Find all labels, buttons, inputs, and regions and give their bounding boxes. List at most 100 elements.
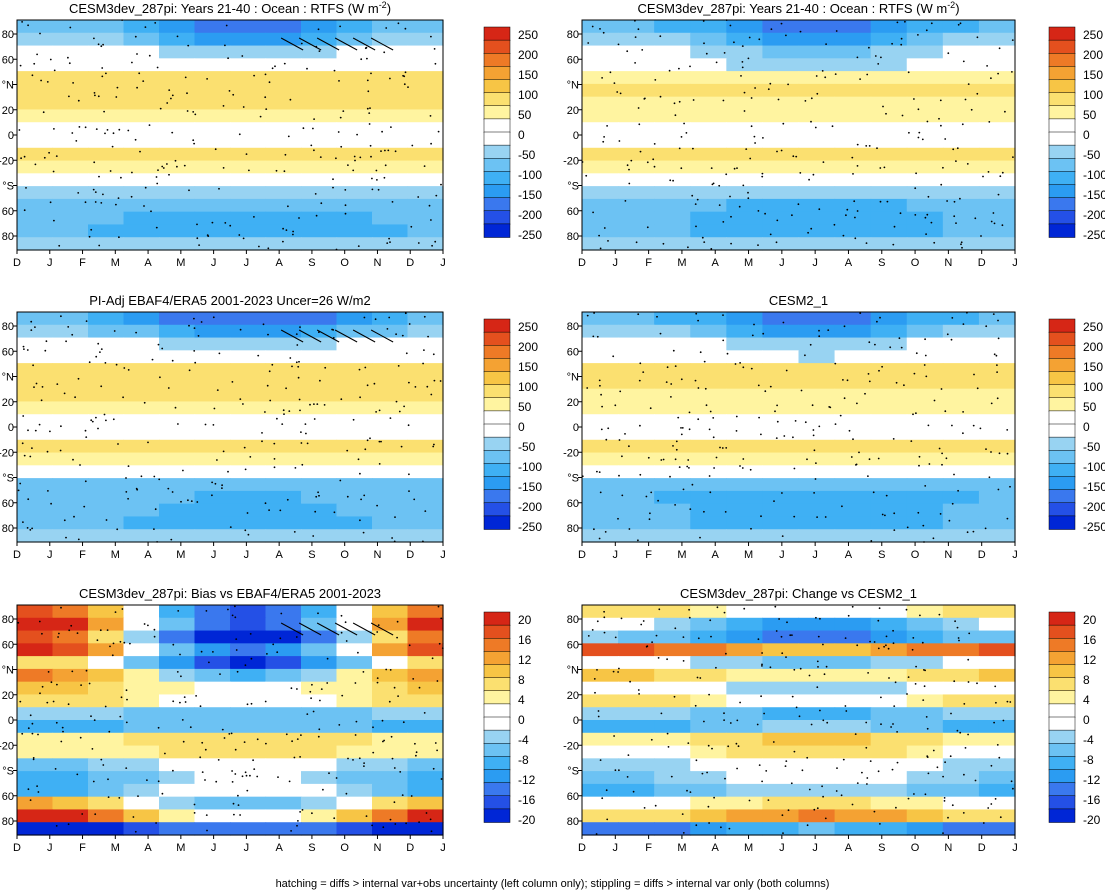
heatmap-cell bbox=[834, 643, 872, 657]
heatmap-cell bbox=[726, 617, 764, 632]
stipple-dot bbox=[626, 50, 629, 53]
stipple-dot bbox=[273, 458, 276, 460]
heatmap-cell bbox=[906, 414, 944, 428]
stipple-dot bbox=[60, 606, 62, 609]
heatmap-cell bbox=[407, 796, 444, 811]
stipple-dot bbox=[332, 329, 335, 331]
stipple-dot bbox=[393, 767, 396, 769]
stipple-dot bbox=[1009, 485, 1011, 488]
y-tick-label: 80 bbox=[2, 523, 14, 535]
stipple-dot bbox=[97, 95, 100, 98]
stipple-dot bbox=[961, 246, 963, 249]
heatmap-cell bbox=[834, 363, 872, 377]
heatmap-cell bbox=[407, 388, 444, 403]
stipple-dot bbox=[708, 822, 710, 824]
heatmap-cell bbox=[906, 147, 944, 162]
heatmap-cell bbox=[762, 83, 800, 98]
heatmap-cell bbox=[52, 337, 89, 351]
heatmap-cell bbox=[618, 122, 655, 136]
stipple-dot bbox=[127, 369, 130, 371]
stipple-dot bbox=[167, 487, 170, 490]
heatmap-cell bbox=[618, 783, 655, 798]
stipple-dot bbox=[97, 342, 100, 345]
stipple-dot bbox=[188, 324, 190, 327]
colorbar-segment bbox=[1048, 756, 1076, 771]
stipple-dot bbox=[741, 45, 744, 47]
stipple-dot bbox=[846, 379, 849, 382]
stipple-dot bbox=[176, 35, 179, 38]
heatmap-cell bbox=[942, 643, 980, 657]
heatmap-cell bbox=[265, 198, 302, 213]
heatmap-cell bbox=[654, 630, 691, 644]
heatmap-cell bbox=[978, 186, 1016, 200]
x-tick-label: J bbox=[47, 549, 53, 561]
heatmap-cell bbox=[690, 58, 727, 72]
stipple-dot bbox=[265, 108, 268, 110]
heatmap-cell bbox=[159, 237, 196, 251]
heatmap-cell bbox=[194, 375, 231, 390]
stipple-dot bbox=[340, 398, 343, 401]
stipple-dot bbox=[951, 424, 953, 427]
colorbar-label: 200 bbox=[1083, 48, 1103, 62]
heatmap-cell bbox=[265, 643, 302, 657]
stipple-dot bbox=[19, 482, 22, 485]
stipple-dot bbox=[760, 433, 762, 436]
stipple-dot bbox=[913, 793, 915, 795]
x-tick-label: M bbox=[677, 549, 686, 561]
stipple-dot bbox=[23, 155, 26, 158]
stipple-dot bbox=[134, 138, 137, 141]
stipple-dot bbox=[283, 413, 285, 415]
stipple-dot bbox=[339, 116, 342, 119]
heatmap-cell bbox=[978, 45, 1016, 59]
heatmap-cell bbox=[159, 198, 196, 213]
stipple-dot bbox=[77, 99, 80, 102]
stipple-dot bbox=[106, 129, 109, 131]
stipple-dot bbox=[667, 746, 670, 748]
heatmap-cell bbox=[88, 186, 125, 200]
heatmap-cell bbox=[582, 58, 619, 72]
colorbar-segment bbox=[483, 371, 511, 386]
x-tick-label: F bbox=[79, 842, 86, 854]
stipple-dot bbox=[199, 705, 202, 708]
stipple-dot bbox=[276, 417, 278, 420]
heatmap-cell bbox=[690, 45, 727, 59]
stipple-dot bbox=[682, 636, 685, 638]
stipple-dot bbox=[719, 446, 721, 449]
stipple-dot bbox=[846, 208, 849, 211]
stipple-dot bbox=[432, 767, 435, 770]
heatmap-cell bbox=[17, 707, 54, 721]
stipple-dot bbox=[429, 115, 432, 117]
stipple-dot bbox=[1002, 719, 1005, 722]
y-tick-label: 80 bbox=[2, 321, 14, 333]
stipple-dot bbox=[44, 349, 47, 352]
heatmap-cell bbox=[798, 478, 836, 492]
y-tick-label: -20 bbox=[563, 155, 579, 167]
y-tick-label: -20 bbox=[0, 155, 14, 167]
colorbar-segment bbox=[1048, 131, 1076, 146]
heatmap-cell bbox=[798, 388, 836, 403]
stipple-dot bbox=[221, 728, 224, 731]
heatmap-cell bbox=[762, 109, 800, 123]
stipple-dot bbox=[922, 524, 925, 527]
stipple-dot bbox=[391, 757, 394, 760]
heatmap-cell bbox=[88, 707, 125, 721]
colorbar-segment bbox=[483, 210, 511, 225]
heatmap-cell bbox=[906, 71, 944, 85]
heatmap-cell bbox=[942, 809, 980, 823]
heatmap-cell bbox=[301, 173, 338, 187]
heatmap-cell bbox=[336, 135, 373, 149]
stipple-dot bbox=[587, 635, 590, 637]
heatmap-cell bbox=[301, 414, 338, 428]
stipple-dot bbox=[318, 50, 321, 52]
x-tick-label: D bbox=[978, 257, 986, 269]
stipple-dot bbox=[885, 644, 887, 647]
heatmap-cell bbox=[407, 490, 444, 505]
stipple-dot bbox=[709, 491, 712, 494]
heatmap-cell bbox=[906, 720, 944, 734]
stipple-dot bbox=[691, 194, 694, 197]
heatmap-cell bbox=[942, 427, 980, 441]
stipple-dot bbox=[686, 789, 688, 792]
stipple-dot bbox=[806, 756, 809, 759]
stipple-dot bbox=[230, 732, 233, 735]
